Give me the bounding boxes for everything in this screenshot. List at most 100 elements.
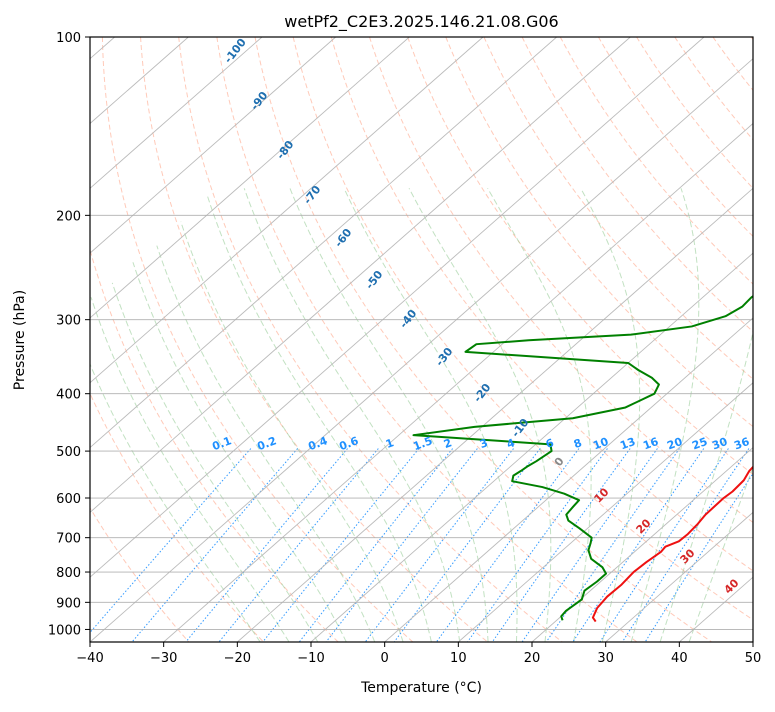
moist-adiabat-line: [343, 188, 518, 642]
isotherm-line: [237, 187, 753, 642]
moist-adiabat-line: [487, 187, 592, 642]
isotherm-line: [163, 122, 753, 642]
mixing-ratio-label: 13: [618, 435, 637, 452]
x-tick-label: 20: [524, 651, 541, 666]
isotherm-line: [531, 446, 753, 642]
grid-layer: [90, 37, 753, 642]
dry-adiabat-line: [407, 37, 753, 475]
chart-title: wetPf2_C2E3.2025.146.21.08.G06: [284, 12, 558, 32]
moist-adiabat-line: [289, 188, 489, 642]
y-tick-label: 500: [56, 445, 81, 460]
mixing-ratio-line: [131, 448, 298, 642]
moist-adiabat-line: [90, 362, 261, 642]
dry-adiabat-line: [292, 37, 753, 621]
mixing-ratio-label: 16: [641, 435, 660, 453]
data-layer: -100-90-80-70-60-50-40-30-20-10010203040…: [210, 36, 753, 623]
mixing-ratio-label: 0.4: [306, 434, 329, 453]
dry-adiabat-line: [521, 37, 753, 333]
mixing-ratio-line: [521, 448, 658, 642]
dry-adiabat-line: [178, 37, 563, 642]
dry-adiabat-line: [330, 37, 753, 572]
dry-adiabat-line: [140, 37, 488, 642]
x-tick-label: −40: [76, 651, 103, 666]
dry-adiabat-label: -100: [222, 36, 249, 66]
isotherm-line: [310, 252, 753, 642]
dry-adiabat-line: [636, 37, 753, 190]
dry-adiabat-line: [369, 37, 753, 524]
dry-adiabat-label: -30: [433, 345, 456, 369]
isotherm-line: [90, 37, 631, 513]
dry-adiabat-label: -50: [363, 268, 386, 292]
y-tick-label: 900: [56, 596, 81, 611]
moist-adiabat-line: [206, 195, 432, 642]
moist-adiabat-line: [688, 465, 753, 642]
moist-adiabat-line: [659, 330, 753, 642]
dry-adiabat-label: -20: [471, 381, 494, 405]
dry-adiabat-line: [483, 37, 753, 380]
y-tick-label: 300: [56, 314, 81, 329]
mixing-ratio-label: 8: [572, 436, 584, 451]
mixing-ratio-line: [644, 472, 753, 642]
mixing-ratio-label: 2: [442, 436, 454, 451]
moist-adiabat-line: [132, 262, 347, 642]
moist-adiabat-line: [580, 188, 641, 642]
dewpoint-profile-line: [412, 295, 753, 621]
mixing-ratio-label: 0.2: [255, 434, 278, 453]
dry-adiabat-line: [254, 37, 712, 642]
mixing-ratio-label: 20: [665, 435, 684, 453]
isotherm-line: [90, 37, 263, 189]
mixing-ratio-line: [364, 448, 514, 642]
y-tick-label: 600: [56, 492, 81, 507]
isotherm-line: [384, 317, 753, 642]
mixing-ratio-label: 10: [591, 435, 610, 453]
dry-adiabat-label: 0: [552, 455, 567, 469]
dry-adiabat-label: -90: [248, 89, 271, 113]
dry-adiabat-label: -60: [332, 226, 355, 250]
mixing-ratio-line: [491, 448, 631, 642]
x-tick-label: 40: [671, 651, 688, 666]
y-tick-label: 700: [56, 532, 81, 547]
x-tick-label: 10: [450, 651, 467, 666]
moist-adiabat-line: [156, 245, 376, 642]
dry-adiabat-line: [101, 37, 414, 642]
x-axis-label: Temperature (°C): [360, 680, 482, 696]
mixing-ratio-label: 36: [732, 435, 751, 453]
dry-adiabat-line: [597, 37, 753, 238]
x-tick-label: 30: [597, 651, 614, 666]
isotherm-line: [90, 37, 557, 449]
isotherm-line: [605, 511, 753, 642]
y-tick-label: 800: [56, 566, 81, 581]
mixing-ratio-label: 1.5: [411, 434, 434, 453]
isotherm-line: [90, 58, 753, 642]
mixing-ratio-line: [262, 448, 420, 642]
axes-layer: −40 −30 −20 −10 0 10 20 30 40 5010020030040050060…: [48, 31, 761, 666]
dry-adiabat-label: 10: [592, 485, 612, 505]
dry-adiabat-label: -80: [274, 138, 297, 162]
y-tick-label: 100: [56, 31, 81, 46]
plot-frame: [89, 36, 754, 643]
moist-adiabat-line: [243, 188, 461, 642]
isotherm-line: [752, 641, 753, 642]
mixing-ratio-line: [298, 448, 454, 642]
mixing-ratio-label: 4: [505, 436, 517, 451]
isotherm-line: [90, 37, 336, 254]
isotherm-line: [90, 37, 410, 319]
isotherm-line: [90, 37, 484, 384]
moist-adiabat-line: [180, 221, 404, 642]
moist-adiabat-line: [630, 188, 700, 642]
isotherm-line: [679, 576, 753, 642]
x-tick-label: 0: [381, 651, 389, 666]
dry-adiabat-label: 20: [634, 516, 654, 536]
y-tick-label: 200: [56, 209, 81, 224]
mixing-ratio-line: [467, 448, 608, 642]
x-tick-label: −10: [297, 651, 324, 666]
y-axis-label: Pressure (hPa): [12, 290, 28, 390]
dry-adiabat-label: -40: [397, 307, 420, 331]
moist-adiabat-line: [111, 282, 319, 642]
mixing-ratio-line: [436, 448, 580, 642]
mixing-ratio-label: 3: [478, 436, 490, 451]
mixing-ratio-line: [599, 448, 729, 642]
moist-adiabat-line: [90, 297, 290, 642]
